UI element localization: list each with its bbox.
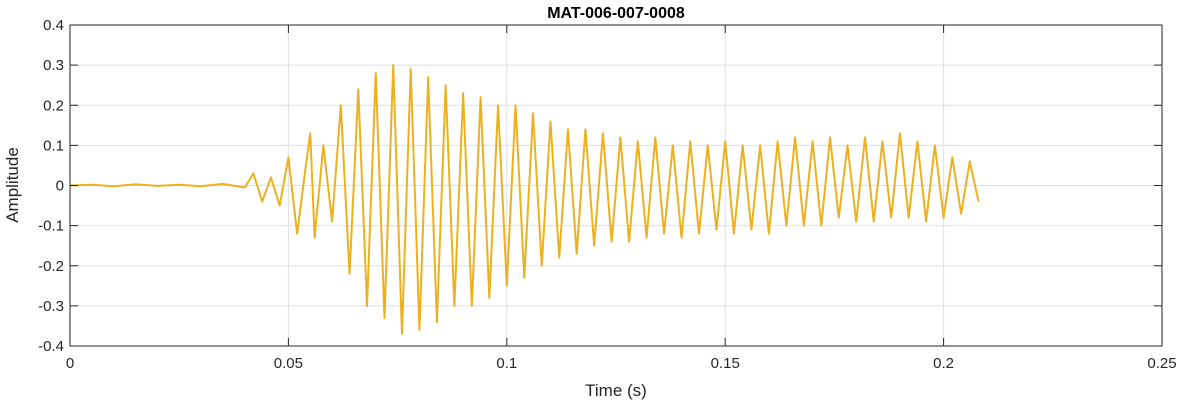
x-axis-label: Time (s) [585, 381, 647, 400]
x-tick-label: 0.05 [274, 355, 303, 372]
x-tick-label: 0.2 [933, 355, 954, 372]
y-tick-label: -0.4 [38, 338, 64, 355]
series-layer [69, 64, 980, 335]
x-tick-labels: 0 0.05 0.1 0.15 0.2 0.25 [66, 355, 1177, 372]
tick-marks [69, 24, 1163, 347]
x-tick-label: 0 [66, 355, 74, 372]
y-axis-label: Amplitude [3, 147, 22, 223]
y-tick-label: -0.2 [38, 258, 64, 275]
x-tick-label: 0.25 [1147, 355, 1176, 372]
y-tick-labels: -0.4 -0.3 -0.2 -0.1 0 0.1 0.2 0.3 0.4 [38, 17, 64, 355]
y-tick-label: 0.1 [43, 137, 64, 154]
chart-title: MAT-006-007-0008 [547, 5, 685, 22]
y-tick-label: 0.4 [43, 17, 64, 34]
y-tick-label: 0 [56, 178, 64, 195]
x-tick-label: 0.15 [711, 355, 740, 372]
y-tick-label: 0.2 [43, 97, 64, 114]
y-tick-label: -0.1 [38, 218, 64, 235]
x-tick-label: 0.1 [496, 355, 517, 372]
y-tick-label: 0.3 [43, 57, 64, 74]
series-line [69, 64, 980, 335]
y-tick-label: -0.3 [38, 298, 64, 315]
